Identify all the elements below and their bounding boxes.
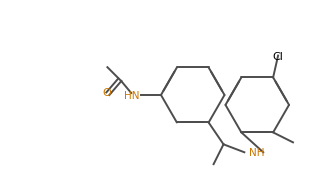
Text: Cl: Cl (273, 52, 284, 62)
Text: NH: NH (249, 148, 265, 158)
Text: HN: HN (124, 91, 139, 101)
Text: O: O (102, 88, 111, 98)
